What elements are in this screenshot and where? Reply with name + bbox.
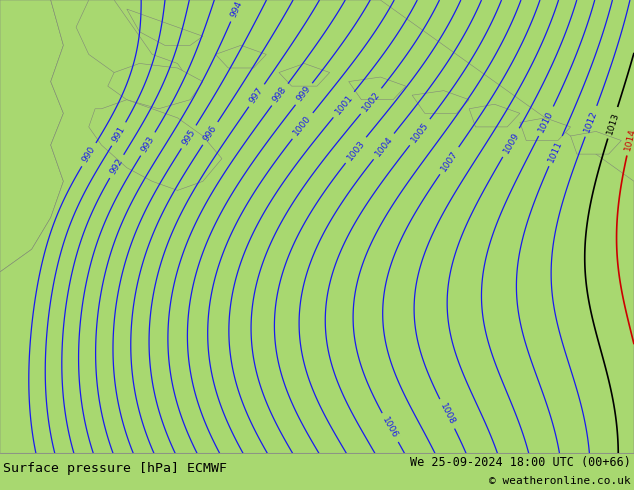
Text: 1001: 1001 xyxy=(333,93,354,116)
Text: 998: 998 xyxy=(271,85,288,104)
Text: 1013: 1013 xyxy=(605,110,621,135)
Text: 1009: 1009 xyxy=(501,130,521,155)
Text: 1008: 1008 xyxy=(438,401,456,426)
Polygon shape xyxy=(349,77,406,100)
Text: 999: 999 xyxy=(295,84,313,103)
Polygon shape xyxy=(89,100,222,190)
Polygon shape xyxy=(469,104,520,127)
Polygon shape xyxy=(571,131,621,154)
Polygon shape xyxy=(0,0,63,272)
Polygon shape xyxy=(520,118,571,141)
Text: We 25-09-2024 18:00 UTC (00+66): We 25-09-2024 18:00 UTC (00+66) xyxy=(410,456,631,469)
Polygon shape xyxy=(76,0,190,91)
Text: 1006: 1006 xyxy=(380,416,399,440)
Text: 995: 995 xyxy=(180,127,197,147)
Text: 994: 994 xyxy=(229,0,243,19)
Text: 1014: 1014 xyxy=(624,127,634,151)
Text: 1010: 1010 xyxy=(537,109,555,134)
Polygon shape xyxy=(76,0,456,190)
Text: 990: 990 xyxy=(81,145,97,164)
Text: 993: 993 xyxy=(139,134,156,154)
Text: 1002: 1002 xyxy=(360,90,382,113)
Text: 1000: 1000 xyxy=(292,114,313,138)
Polygon shape xyxy=(216,46,266,68)
Text: © weatheronline.co.uk: © weatheronline.co.uk xyxy=(489,476,631,486)
Polygon shape xyxy=(0,0,634,453)
Text: 997: 997 xyxy=(248,86,265,105)
Text: 991: 991 xyxy=(110,124,127,144)
Text: 1005: 1005 xyxy=(410,121,430,144)
Text: 1004: 1004 xyxy=(373,135,394,158)
Text: 1012: 1012 xyxy=(583,109,599,134)
Polygon shape xyxy=(89,127,266,218)
Polygon shape xyxy=(127,9,203,46)
Text: 1011: 1011 xyxy=(547,139,564,163)
Text: 992: 992 xyxy=(108,157,125,176)
Text: 996: 996 xyxy=(202,123,219,143)
Text: Surface pressure [hPa] ECMWF: Surface pressure [hPa] ECMWF xyxy=(3,462,227,475)
Text: 1003: 1003 xyxy=(345,138,366,162)
Text: 1007: 1007 xyxy=(439,148,460,172)
Polygon shape xyxy=(279,63,330,86)
Polygon shape xyxy=(108,63,203,109)
Polygon shape xyxy=(412,91,469,113)
